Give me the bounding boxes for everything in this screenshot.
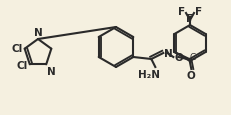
Text: O: O bbox=[186, 70, 195, 80]
Text: C: C bbox=[188, 53, 195, 62]
Text: O: O bbox=[173, 53, 182, 62]
Text: N: N bbox=[47, 67, 56, 77]
Text: H₂N: H₂N bbox=[138, 69, 160, 79]
Text: F: F bbox=[177, 7, 184, 17]
Text: F: F bbox=[186, 14, 193, 24]
Text: N: N bbox=[164, 49, 172, 59]
Text: N: N bbox=[33, 28, 42, 38]
Text: Cl: Cl bbox=[11, 43, 23, 53]
Text: F: F bbox=[194, 7, 201, 17]
Text: Cl: Cl bbox=[16, 61, 28, 71]
